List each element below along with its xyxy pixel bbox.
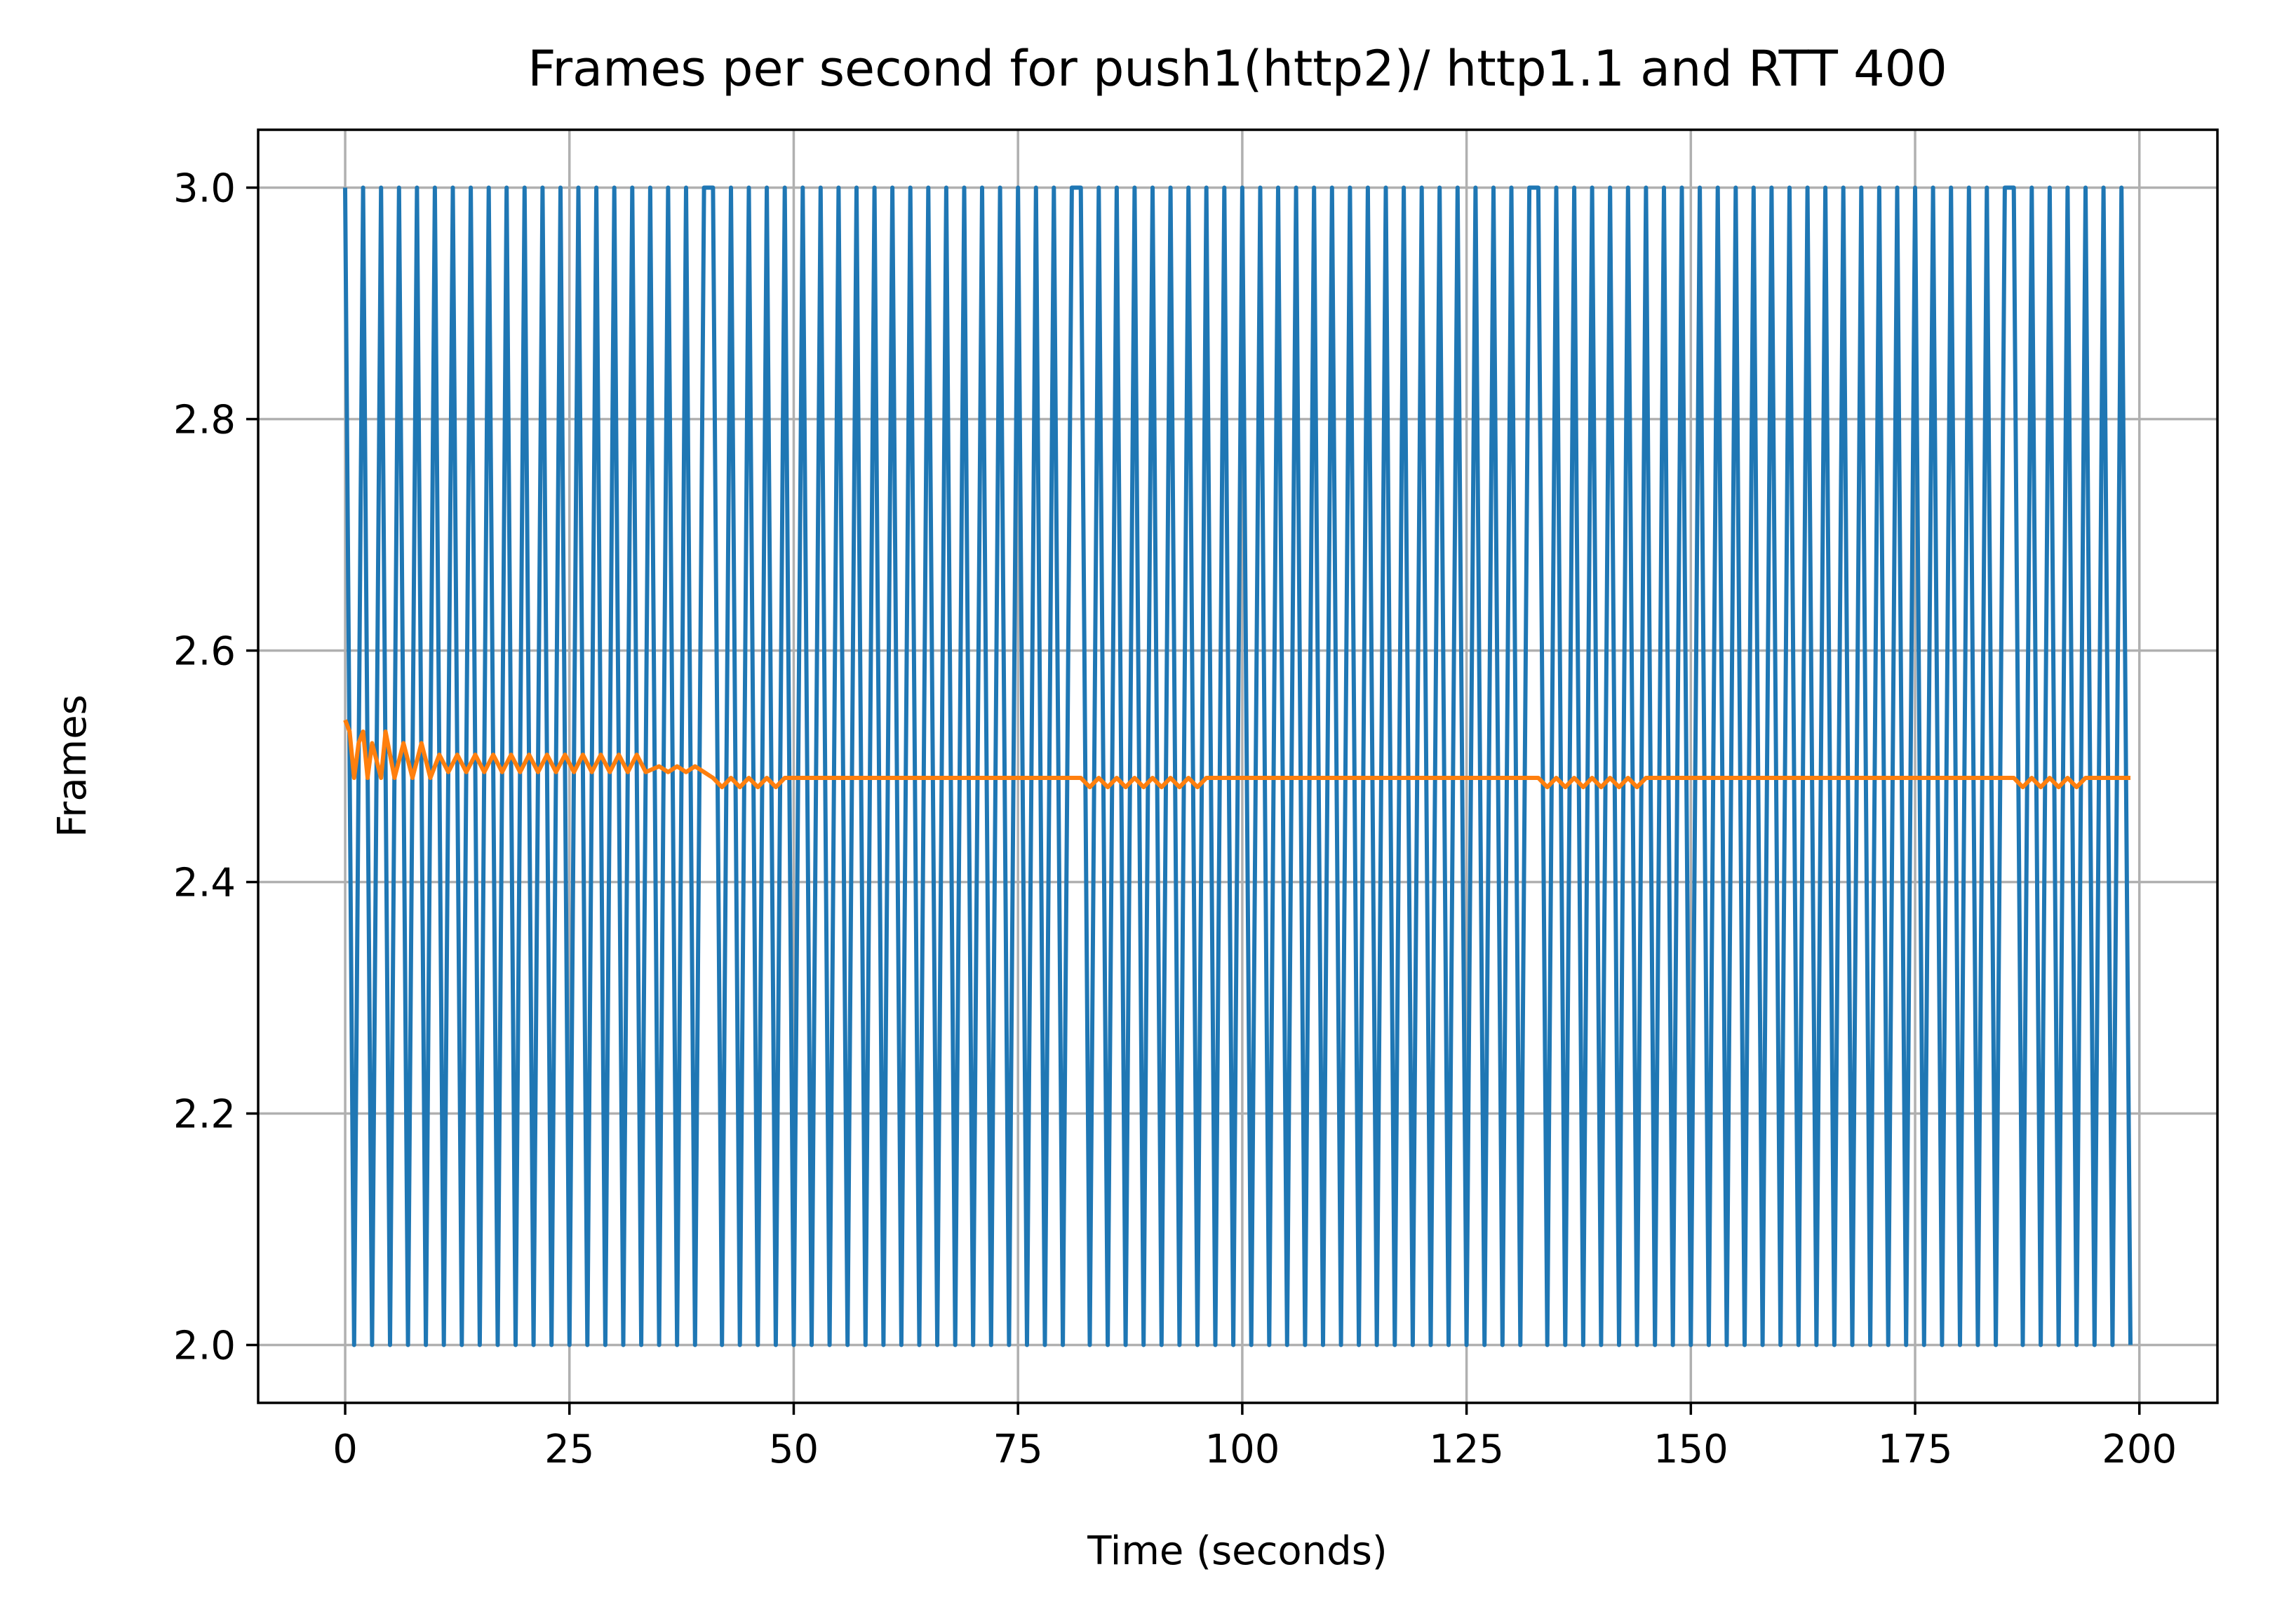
y-tick-label: 2.0 xyxy=(173,1324,236,1369)
x-tick-label: 125 xyxy=(1429,1427,1504,1472)
x-tick-label: 175 xyxy=(1878,1427,1953,1472)
x-tick-label: 75 xyxy=(993,1427,1043,1472)
plot-area xyxy=(343,185,2133,1347)
series-2-line xyxy=(343,719,2130,790)
x-axis-label: Time (seconds) xyxy=(1087,1528,1387,1574)
x-tick-label: 25 xyxy=(544,1427,594,1472)
x-tick-label: 150 xyxy=(1653,1427,1728,1472)
chart-title: Frames per second for push1(http2)/ http… xyxy=(528,40,1947,97)
series-1-line xyxy=(343,185,2133,1347)
x-tick-label: 200 xyxy=(2102,1427,2177,1472)
x-tick-label: 100 xyxy=(1204,1427,1280,1472)
x-tick-label: 0 xyxy=(333,1427,358,1472)
x-axis-ticks: 0 25 50 75 100 125 150 175 200 xyxy=(333,1403,2177,1472)
axes-frame xyxy=(257,128,2219,1404)
x-tick-label: 50 xyxy=(769,1427,819,1472)
y-tick-label: 2.8 xyxy=(173,398,236,443)
y-tick-label: 2.6 xyxy=(173,629,236,675)
y-tick-label: 2.2 xyxy=(173,1092,236,1138)
y-axis-ticks: 2.0 2.2 2.4 2.6 2.8 3.0 xyxy=(173,166,258,1369)
series-group xyxy=(343,185,2133,1347)
y-tick-label: 2.4 xyxy=(173,861,236,906)
y-axis-label: Frames xyxy=(50,694,95,838)
y-tick-label: 3.0 xyxy=(173,166,236,212)
